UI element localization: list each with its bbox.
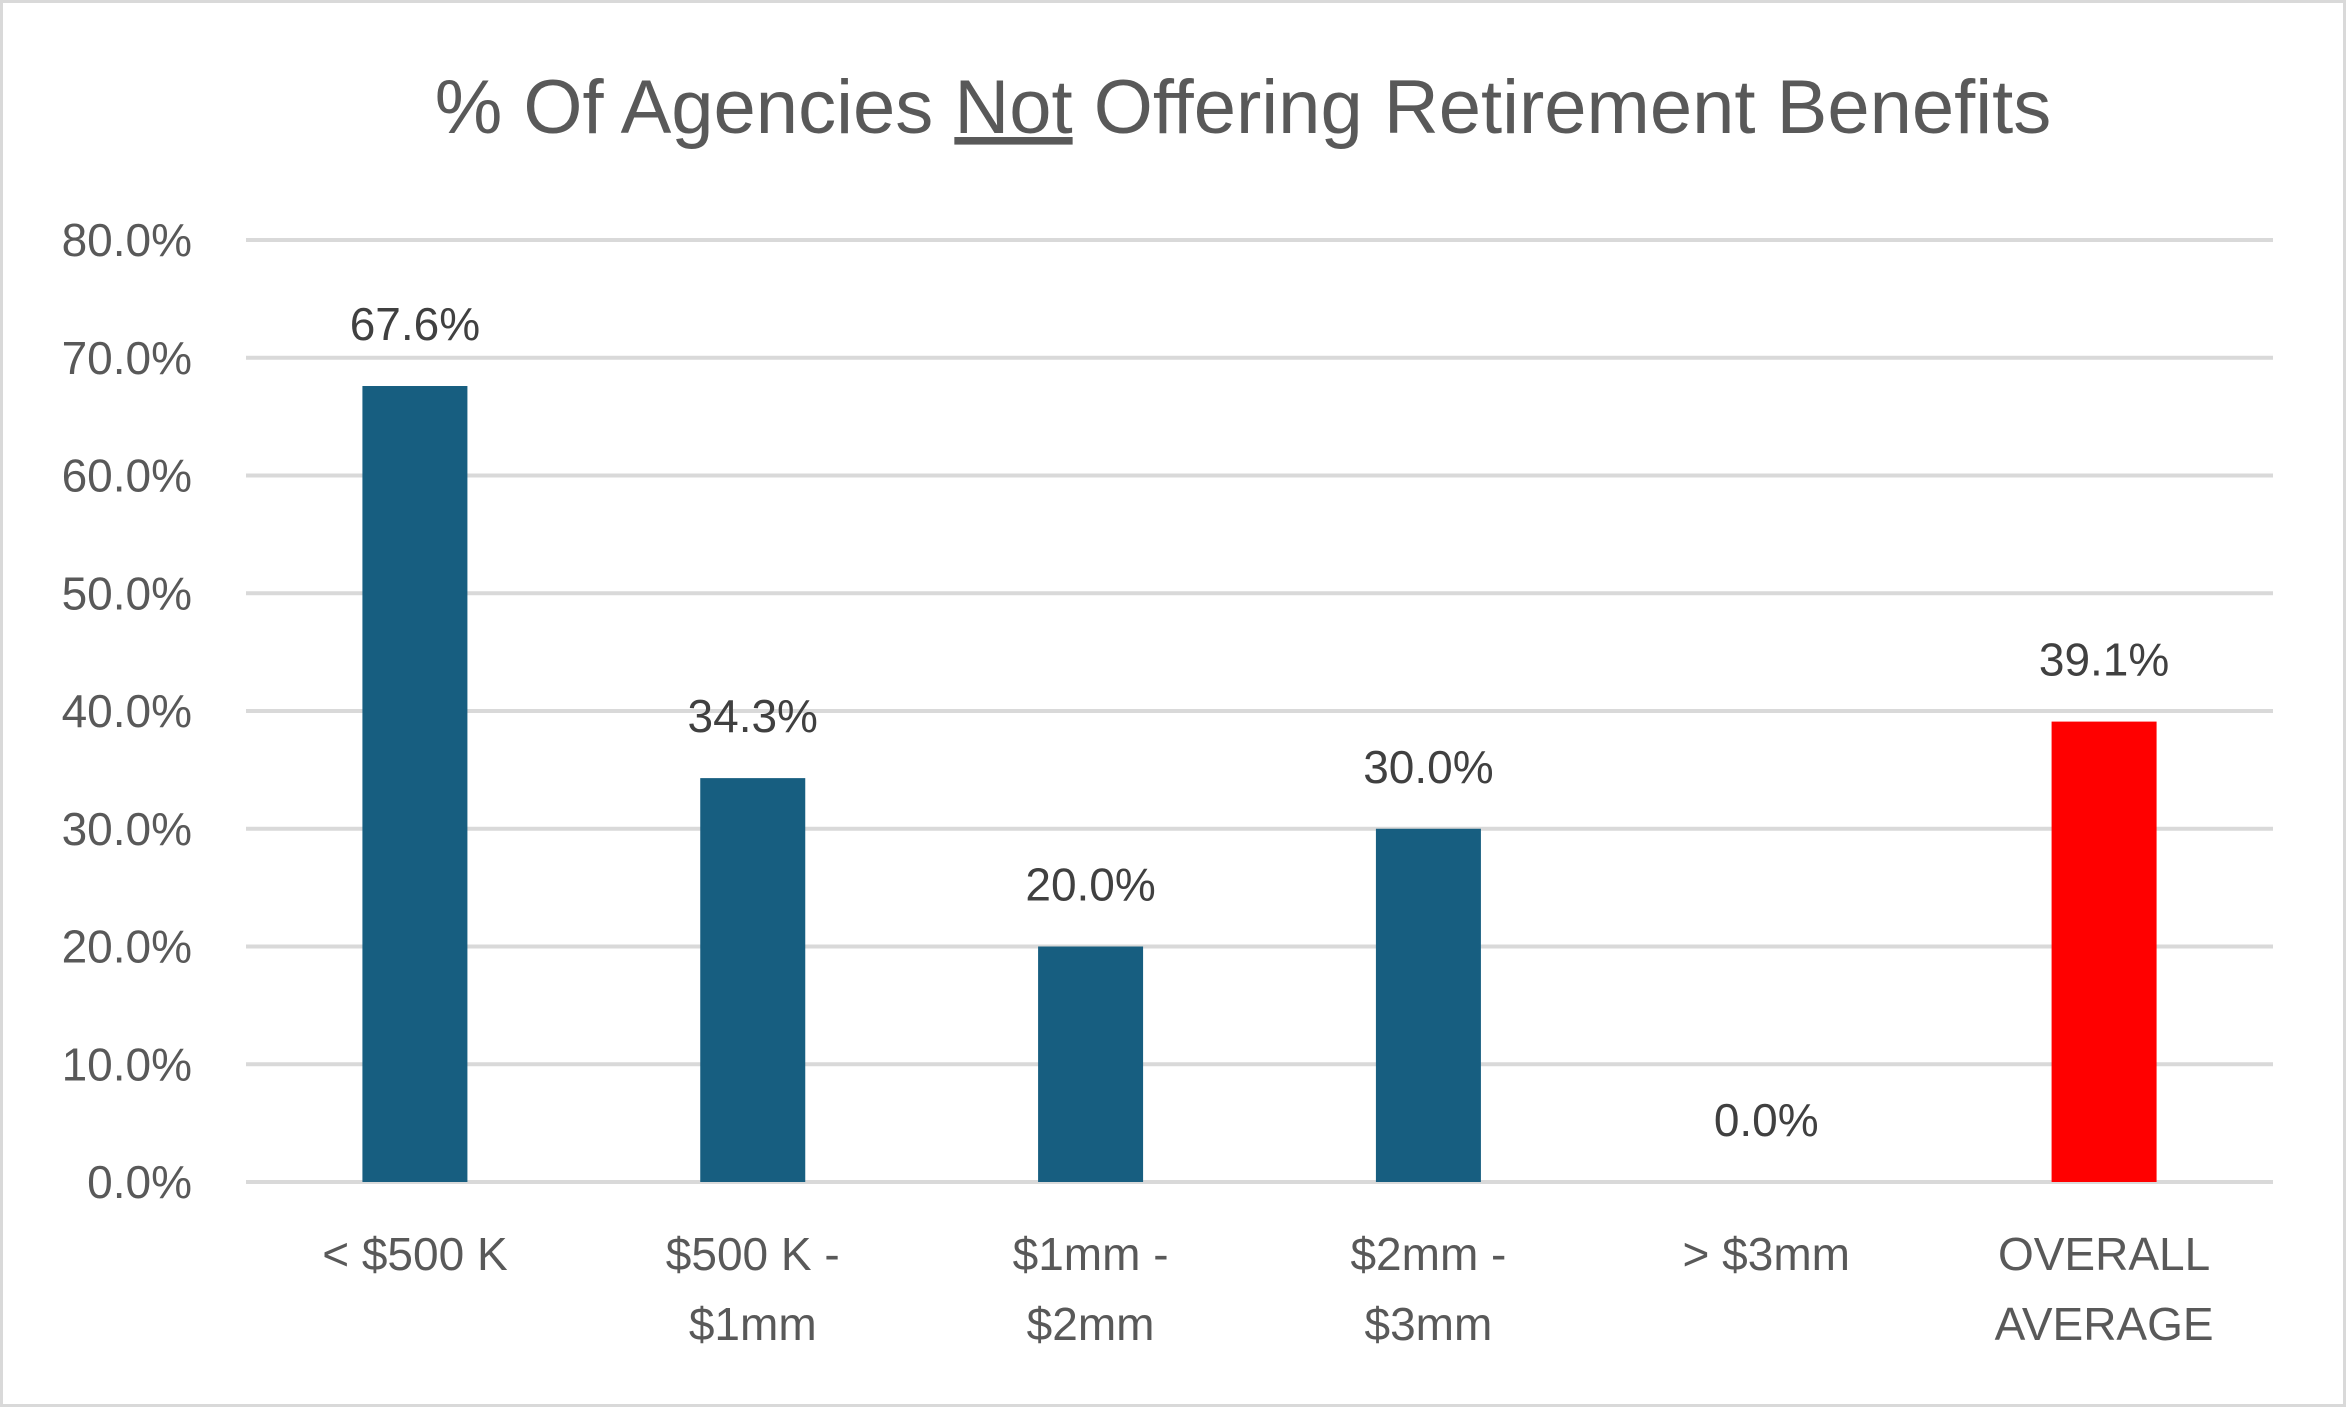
x-category-label-line: AVERAGE	[1995, 1298, 2214, 1350]
y-tick-label: 70.0%	[62, 332, 192, 384]
y-tick-label: 10.0%	[62, 1038, 192, 1090]
y-tick-label: 50.0%	[62, 567, 192, 619]
data-label: 20.0%	[1025, 859, 1155, 911]
chart-title: % Of Agencies Not Offering Retirement Be…	[435, 65, 2052, 150]
x-category-label-line: OVERALL	[1998, 1228, 2210, 1280]
gridlines	[246, 238, 2273, 1184]
y-tick-label: 80.0%	[62, 214, 192, 266]
x-category-label-line: $500 K -	[666, 1228, 840, 1280]
data-label: 0.0%	[1714, 1094, 1819, 1146]
y-tick-label: 20.0%	[62, 921, 192, 973]
bar	[362, 386, 468, 1182]
bar	[1375, 828, 1481, 1182]
x-category-label: OVERALL AVERAGE	[1995, 1228, 2214, 1350]
x-category-label: > $3mm	[1683, 1228, 1850, 1280]
x-category-label-line: > $3mm	[1683, 1228, 1850, 1280]
title-part-1: % Of Agencies	[435, 65, 955, 150]
x-category-label-line: $2mm	[1027, 1298, 1155, 1350]
data-label: 39.1%	[2039, 634, 2169, 686]
y-tick-label: 40.0%	[62, 685, 192, 737]
x-category-label: $1mm - $2mm	[1013, 1228, 1169, 1350]
data-label: 34.3%	[688, 690, 818, 742]
title-part-2: Offering Retirement Benefits	[1073, 65, 2052, 150]
y-tick-label: 30.0%	[62, 803, 192, 855]
data-label: 67.6%	[350, 298, 480, 350]
title-underlined-word: Not	[954, 65, 1072, 150]
bar	[1038, 946, 1144, 1182]
data-labels: 67.6% 34.3% 20.0% 30.0% 0.0% 39.1%	[350, 298, 2170, 1146]
bar	[2051, 721, 2157, 1182]
bars	[362, 386, 2157, 1182]
x-category-label-line: $1mm	[689, 1298, 817, 1350]
x-category-label-line: $2mm -	[1350, 1228, 1506, 1280]
x-axis-categories: < $500 K $500 K - $1mm $1mm - $2mm $2mm - $3mm…	[322, 1228, 2213, 1350]
x-category-label-line: < $500 K	[322, 1228, 508, 1280]
bar	[700, 778, 806, 1182]
y-tick-label: 60.0%	[62, 450, 192, 502]
data-label: 30.0%	[1363, 741, 1493, 793]
y-axis-ticks: 0.0% 10.0% 20.0% 30.0% 40.0% 50.0% 60.0% 70.0% 8…	[62, 214, 192, 1208]
x-category-label: < $500 K	[322, 1228, 508, 1280]
y-tick-label: 0.0%	[87, 1156, 192, 1208]
x-category-label: $500 K - $1mm	[666, 1228, 840, 1350]
x-category-label-line: $3mm	[1365, 1298, 1493, 1350]
x-category-label: $2mm - $3mm	[1350, 1228, 1506, 1350]
x-category-label-line: $1mm -	[1013, 1228, 1169, 1280]
